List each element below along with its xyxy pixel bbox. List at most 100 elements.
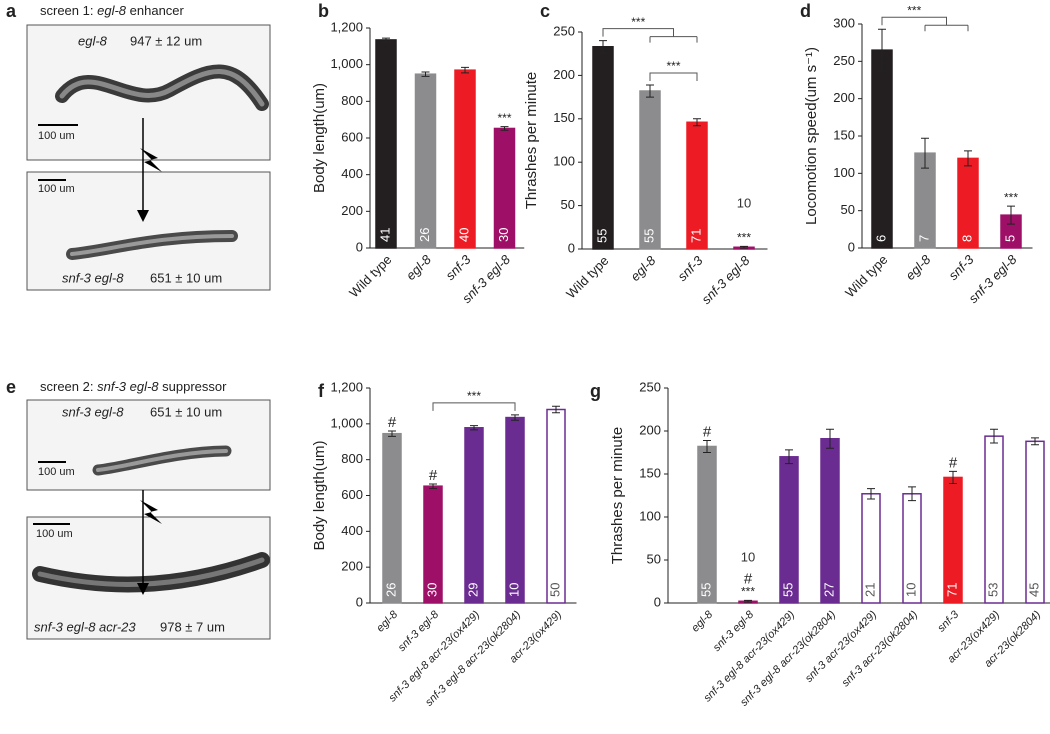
significance-mark: #: [388, 414, 397, 431]
worm-highlight: [70, 234, 234, 256]
panel-title: screen 2: snf-3 egl-8 suppressor: [40, 379, 227, 394]
x-tick-label: snf-3 acr-23(ox429): [803, 608, 879, 684]
x-tick-label: egl-8: [627, 252, 659, 284]
y-axis-label: Body length(um): [311, 83, 328, 193]
y-tick-label: 1,000: [330, 56, 363, 71]
title-gene: egl-8: [97, 3, 127, 18]
count-label: 7: [916, 235, 931, 242]
error-bar: [511, 414, 519, 421]
length: 978 ± 7 um: [160, 619, 225, 634]
title-gene: snf-3 egl-8: [97, 379, 159, 394]
y-tick-label: 50: [841, 202, 855, 217]
count-label: 55: [641, 229, 656, 243]
lightning: [140, 148, 162, 172]
y-tick-label: 200: [553, 67, 575, 82]
count-label: 26: [383, 583, 398, 597]
y-tick-label: 0: [568, 240, 575, 255]
bar: [454, 69, 476, 249]
count-label: 10: [737, 195, 751, 210]
bar: [592, 46, 614, 250]
error-bar: [500, 126, 509, 131]
bar: [1025, 440, 1045, 604]
x-tick-label: Wild type: [563, 253, 611, 301]
genotype: snf-3 egl-8 acr-23: [34, 619, 136, 634]
count-label: 29: [465, 583, 480, 597]
x-tick-label: Wild type: [842, 252, 890, 300]
y-axis-label: Thrashes per minute: [609, 427, 626, 565]
error-bar: [921, 137, 929, 169]
bar: [505, 416, 525, 604]
bar: [697, 445, 717, 604]
x-tick-label: snf-3: [675, 252, 707, 284]
bar: [820, 437, 840, 604]
error-bar: [703, 439, 711, 453]
x-tick-label: snf-3 acr-23(ok2804): [840, 608, 921, 689]
y-tick-label: 200: [341, 559, 363, 574]
y-tick-label: 100: [833, 165, 855, 180]
count-label: 6: [873, 235, 888, 242]
y-tick-label: 0: [848, 239, 855, 254]
y-tick-label: 600: [341, 129, 363, 144]
y-tick-label: 200: [341, 203, 363, 218]
significance-mark: ***: [1004, 190, 1018, 204]
error-bar: [744, 599, 752, 603]
count-label: 50: [547, 583, 562, 597]
x-tick-label: snf-3: [443, 251, 475, 283]
bracket-label: ***: [631, 15, 645, 29]
y-tick-label: 1,000: [330, 415, 363, 430]
y-tick-label: 0: [356, 594, 363, 609]
x-tick-label: Wild type: [346, 252, 394, 300]
panel-letter: a: [6, 1, 17, 21]
y-tick-label: 250: [833, 53, 855, 68]
y-tick-label: 250: [639, 379, 661, 394]
count-label: 53: [985, 583, 1000, 597]
count-label: 10: [506, 583, 521, 597]
error-bar: [878, 28, 886, 72]
y-tick-label: 600: [341, 487, 363, 502]
error-bar: [964, 150, 972, 167]
micrograph: [26, 399, 271, 491]
genotype: snf-3 egl-8: [62, 270, 124, 285]
y-tick-label: 50: [561, 197, 575, 212]
error-bar: [429, 483, 437, 489]
y-tick-label: 1,200: [330, 19, 363, 34]
bracket: [432, 402, 516, 411]
count-label: 5: [1002, 235, 1017, 242]
y-tick-label: 150: [833, 127, 855, 142]
significance-mark: #: [703, 423, 712, 440]
title-suffix: enhancer: [130, 3, 185, 18]
count-label: 71: [944, 583, 959, 597]
error-bar: [785, 449, 793, 465]
panel-letter: d: [800, 1, 811, 21]
count-label: 55: [698, 583, 713, 597]
error-bar: [421, 71, 430, 77]
count-label: 10: [903, 583, 918, 597]
x-tick-label: egl-8: [403, 251, 435, 283]
genotype: snf-3 egl-8: [62, 404, 124, 419]
y-tick-label: 100: [553, 154, 575, 169]
error-bar: [470, 425, 478, 431]
y-tick-label: 50: [647, 551, 661, 566]
panel-letter: g: [590, 381, 601, 401]
significance-mark: #: [429, 467, 438, 484]
panel-letter: b: [318, 1, 329, 21]
error-bar: [908, 486, 916, 502]
count-label: 21: [862, 583, 877, 597]
x-tick-label: egl-8: [902, 251, 934, 283]
significance-mark: ***: [497, 111, 511, 125]
y-tick-label: 200: [639, 422, 661, 437]
title-prefix: screen 1:: [40, 3, 93, 18]
bracket-label: ***: [467, 389, 481, 403]
lightning: [140, 500, 162, 524]
bar: [639, 90, 661, 250]
error-bar: [461, 66, 469, 74]
y-tick-label: 200: [833, 90, 855, 105]
bar: [779, 456, 799, 604]
y-tick-label: 150: [639, 465, 661, 480]
significance-mark: #: [949, 454, 958, 471]
error-bar: [990, 428, 998, 444]
panel-title: screen 1: egl-8 enhancer: [40, 3, 185, 18]
y-tick-label: 0: [654, 594, 661, 609]
count-label: 71: [688, 229, 703, 243]
error-bar: [388, 430, 396, 437]
